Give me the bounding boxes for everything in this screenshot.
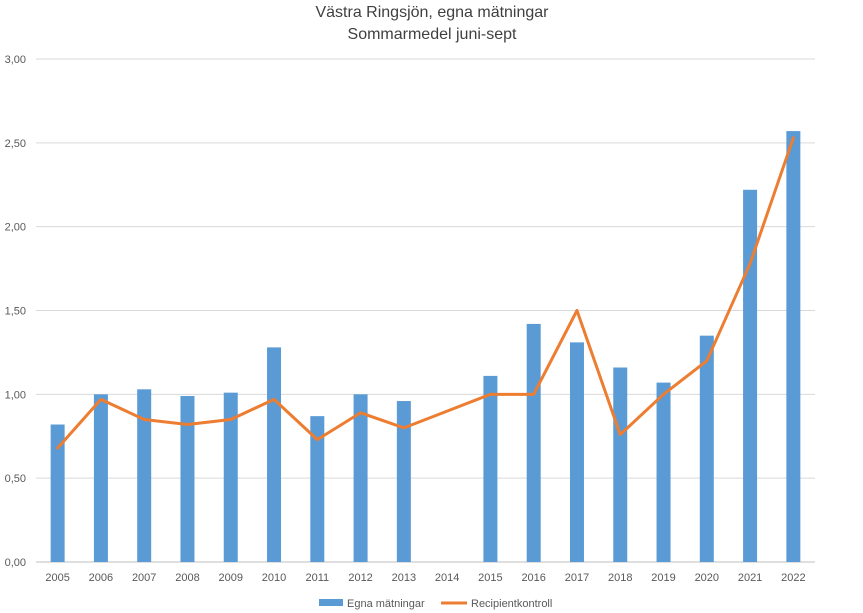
- bar: [656, 382, 671, 562]
- bar: [137, 389, 152, 562]
- bar: [180, 396, 195, 562]
- x-tick-label: 2005: [45, 572, 69, 584]
- y-tick-label: 3,00: [5, 54, 26, 66]
- bar: [569, 342, 584, 562]
- bar: [267, 347, 282, 562]
- y-tick-label: 1,00: [5, 389, 26, 401]
- y-tick-label: 0,50: [5, 473, 26, 485]
- x-axis: 2005 2006 2007 2008 2009 2010 2011 2012 2013 2014…: [45, 572, 805, 584]
- bar: [396, 401, 411, 562]
- y-axis: 0,00 0,50 1,00 1,50 2,00 2,50 3,00: [5, 54, 26, 569]
- bar: [93, 394, 108, 562]
- y-tick-label: 2,50: [5, 138, 26, 150]
- x-tick-label: 2022: [781, 572, 805, 584]
- x-tick-label: 2017: [565, 572, 589, 584]
- x-tick-label: 2016: [521, 572, 545, 584]
- bar: [310, 416, 325, 562]
- x-tick-label: 2007: [132, 572, 156, 584]
- x-tick-label: 2010: [262, 572, 286, 584]
- y-tick-label: 0,00: [5, 557, 26, 569]
- chart-subtitle: Sommarmedel juni-sept: [348, 26, 518, 43]
- x-tick-label: 2008: [175, 572, 199, 584]
- legend-swatch-bar: [319, 599, 343, 606]
- line-series: [56, 136, 795, 450]
- x-tick-label: 2009: [219, 572, 243, 584]
- bar: [743, 189, 758, 562]
- legend: Egna mätningar Recipientkontroll: [319, 598, 552, 610]
- bar-series: [50, 131, 801, 562]
- y-tick-label: 2,00: [5, 222, 26, 234]
- x-tick-label: 2014: [435, 572, 459, 584]
- x-tick-label: 2012: [348, 572, 372, 584]
- x-tick-label: 2013: [392, 572, 416, 584]
- x-tick-label: 2019: [651, 572, 675, 584]
- x-tick-label: 2020: [695, 572, 719, 584]
- x-tick-label: 2015: [478, 572, 502, 584]
- bar: [223, 392, 238, 562]
- gridlines: [36, 58, 815, 563]
- bar: [483, 375, 498, 562]
- bar: [526, 323, 541, 562]
- bar: [786, 131, 801, 562]
- series-line: [56, 136, 795, 450]
- legend-label-bar: Egna mätningar: [347, 598, 425, 610]
- legend-label-line: Recipientkontroll: [471, 598, 552, 610]
- bar: [613, 367, 628, 562]
- x-tick-label: 2011: [305, 572, 329, 584]
- y-tick-label: 1,50: [5, 306, 26, 318]
- bar: [50, 424, 65, 562]
- x-tick-label: 2021: [738, 572, 762, 584]
- bar: [353, 394, 368, 562]
- bar: [699, 335, 714, 562]
- x-tick-label: 2006: [89, 572, 113, 584]
- chart-title: Västra Ringsjön, egna mätningar: [315, 4, 549, 21]
- x-tick-label: 2018: [608, 572, 632, 584]
